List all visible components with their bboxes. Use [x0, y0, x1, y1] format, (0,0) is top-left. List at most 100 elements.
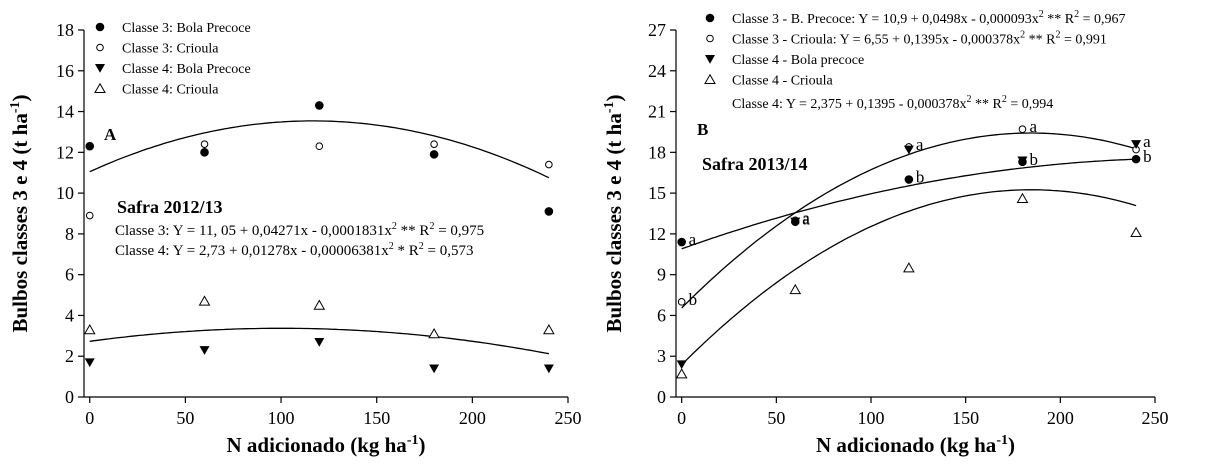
x-tick-label: 250 [1142, 408, 1169, 428]
x-axis-title: N adicionado (kg ha-1) [816, 433, 1015, 457]
data-point-series-1 [904, 175, 914, 184]
data-point-series-2 [545, 160, 553, 169]
panel-letter: B [697, 120, 708, 139]
legend-marker [706, 34, 714, 43]
data-point-series-4 [789, 283, 802, 295]
y-tick-label: 12 [56, 142, 74, 162]
y-tick-label: 0 [657, 387, 666, 407]
x-tick-label: 100 [858, 408, 885, 428]
x-tick-label: 200 [459, 408, 486, 428]
legend-entry: Classe 3 - B. Precoce: Y = 10,9 + 0,0498… [732, 9, 1126, 27]
y-tick-label: 10 [56, 183, 74, 203]
data-point-series-3 [84, 358, 95, 368]
legend-marker [705, 55, 715, 64]
panel-a: 0 2 4 6 8 10 12 14 16 18 0 50 100 150 200 250 N adiciona… [8, 20, 582, 457]
x-tick-label: 100 [268, 408, 295, 428]
data-point-series-3 [790, 217, 801, 227]
data-point-series-4 [428, 328, 440, 339]
x-tick-label: 0 [85, 408, 94, 428]
data-point-series-2 [200, 140, 209, 148]
significance-letter: a [689, 230, 697, 249]
fitted-curve [89, 120, 550, 179]
data-point-series-2 [430, 140, 438, 148]
data-point-series-4 [675, 368, 688, 379]
fitted-curve [89, 327, 550, 355]
legend-entry: Classe 4: Crioula [122, 83, 219, 98]
y-tick-label: 2 [65, 346, 74, 366]
legend-entry: Classe 4 - Crioula [732, 74, 833, 89]
x-tick-label: 150 [952, 408, 979, 428]
legend-marker [705, 13, 715, 23]
y-tick-label: 18 [56, 20, 74, 40]
y-tick-label: 27 [648, 20, 666, 40]
data-point-series-4 [313, 299, 326, 310]
data-point-series-2 [315, 142, 324, 151]
y-tick-label: 9 [657, 265, 666, 285]
legend-entry: Classe 3: Crioula [122, 42, 219, 57]
data-point-series-3 [199, 346, 210, 355]
data-point-series-3 [1131, 140, 1142, 149]
data-point-series-3 [543, 364, 554, 374]
data-point-series-4 [1016, 192, 1029, 204]
legend-marker [704, 73, 716, 84]
legend-entry: Classe 4: Bola Precoce [122, 62, 251, 77]
data-point-series-2 [85, 211, 94, 220]
panel-b: 0 3 6 9 12 15 18 21 24 27 0 50 100 150 200 250 N adicion… [602, 9, 1169, 457]
data-point-series-4 [83, 323, 96, 335]
significance-letter: a [1143, 132, 1151, 151]
season-label: Safra 2013/14 [702, 154, 808, 174]
x-axis-title: N adicionado (kg ha-1) [227, 433, 426, 457]
significance-letter: b [689, 290, 698, 309]
data-point-series-1 [677, 237, 686, 247]
data-point-series-1 [85, 141, 95, 151]
significance-letter: a [1029, 117, 1037, 136]
y-tick-label: 18 [648, 142, 666, 162]
fitted-curve [681, 132, 1137, 309]
y-axis-title: Bulbos classes 3 e 4 (t ha-1) [8, 94, 32, 332]
data-point-series-3 [429, 364, 440, 374]
regression-equation: Classe 4: Y = 2,375 + 0,1395 - 0,000378x… [732, 94, 1053, 112]
regression-equation: Classe 4: Y = 2,73 + 0,01278x - 0,000063… [115, 241, 473, 259]
y-tick-label: 6 [65, 265, 74, 285]
data-point-series-1 [1131, 154, 1141, 164]
y-tick-label: 0 [65, 387, 74, 407]
data-point-series-1 [544, 207, 554, 216]
data-point-series-1 [200, 148, 209, 157]
data-point-series-2 [677, 298, 686, 306]
significance-letter: a [916, 135, 924, 154]
data-point-series-4 [198, 295, 211, 306]
legend-marker [94, 82, 106, 93]
x-tick-label: 50 [176, 408, 194, 428]
significance-letter: b [916, 168, 925, 187]
y-tick-label: 14 [56, 102, 74, 122]
legend-entry: Classe 4 - Bola precoce [732, 53, 864, 68]
legend-entry: Classe 3: Bola Precoce [122, 21, 251, 36]
season-label: Safra 2012/13 [117, 197, 223, 217]
data-point-series-3 [676, 360, 687, 370]
data-point-series-4 [543, 323, 555, 335]
legend-entry: Classe 3 - Crioula: Y = 6,55 + 0,1395x -… [732, 30, 1107, 48]
legend-marker [95, 64, 105, 73]
y-tick-label: 16 [56, 61, 74, 81]
significance-letter: b [1143, 147, 1152, 166]
significance-letter: a [802, 208, 810, 227]
legend-marker [96, 43, 104, 52]
y-axis-title: Bulbos classes 3 e 4 (t ha-1) [602, 94, 626, 332]
regression-equation: Classe 3: Y = 11, 05 + 0,04271x - 0,0001… [115, 221, 484, 239]
data-point-series-3 [314, 337, 325, 347]
fitted-curve [681, 189, 1137, 366]
significance-letter: a [802, 210, 810, 229]
x-tick-label: 150 [363, 408, 390, 428]
data-point-series-3 [903, 145, 914, 155]
y-tick-label: 24 [648, 61, 666, 81]
significance-letter: b [1029, 150, 1038, 169]
panel-letter: A [104, 125, 117, 144]
data-point-series-1 [315, 101, 324, 110]
data-point-series-4 [903, 262, 915, 273]
y-tick-label: 6 [657, 305, 666, 325]
data-point-series-4 [1130, 226, 1142, 238]
legend-marker [95, 22, 105, 32]
x-tick-label: 200 [1047, 408, 1074, 428]
x-tick-label: 250 [555, 408, 582, 428]
